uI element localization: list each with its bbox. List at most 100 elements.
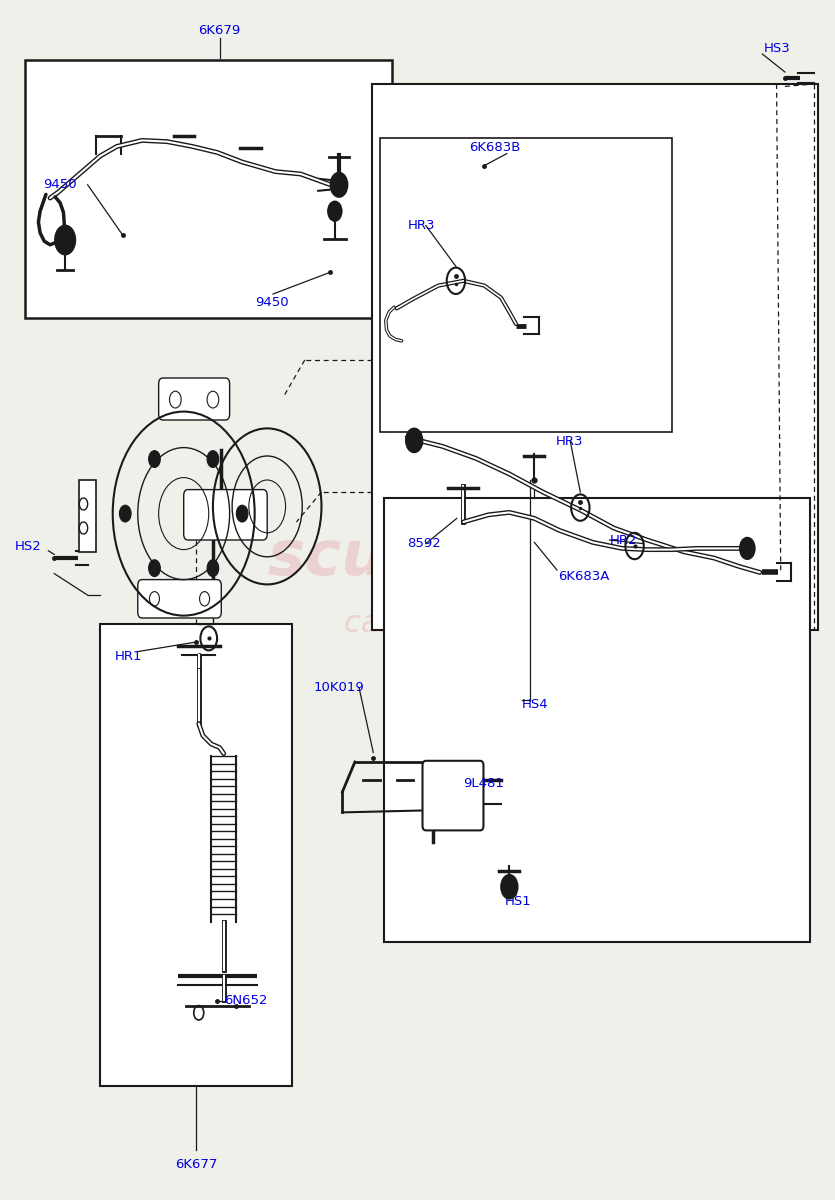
Bar bbox=[488, 706, 504, 726]
Circle shape bbox=[207, 559, 219, 576]
Bar bbox=[639, 589, 654, 608]
Text: 9450: 9450 bbox=[43, 179, 77, 191]
FancyBboxPatch shape bbox=[423, 761, 483, 830]
Circle shape bbox=[207, 451, 219, 468]
Bar bbox=[654, 608, 669, 629]
Text: scuderia: scuderia bbox=[267, 528, 568, 588]
Bar bbox=[519, 551, 534, 570]
Bar bbox=[549, 667, 564, 686]
Bar bbox=[654, 648, 669, 667]
Bar bbox=[534, 726, 549, 745]
Bar bbox=[624, 726, 639, 745]
Bar bbox=[624, 686, 639, 706]
Bar bbox=[488, 589, 504, 608]
Bar bbox=[549, 551, 564, 570]
Bar bbox=[609, 706, 624, 726]
Bar bbox=[504, 608, 519, 629]
Text: 9L481: 9L481 bbox=[463, 778, 504, 790]
Bar bbox=[609, 667, 624, 686]
Text: 10K019: 10K019 bbox=[313, 682, 364, 694]
Text: HR2: HR2 bbox=[610, 534, 637, 546]
Bar bbox=[519, 706, 534, 726]
Bar bbox=[564, 648, 579, 667]
Bar bbox=[639, 629, 654, 648]
Bar bbox=[624, 648, 639, 667]
Bar bbox=[624, 570, 639, 589]
Bar bbox=[25, 60, 392, 318]
Bar bbox=[504, 686, 519, 706]
Text: HR3: HR3 bbox=[555, 436, 583, 448]
Bar bbox=[488, 667, 504, 686]
Bar bbox=[564, 726, 579, 745]
Circle shape bbox=[149, 559, 160, 576]
Bar bbox=[519, 667, 534, 686]
Circle shape bbox=[149, 451, 160, 468]
Bar bbox=[564, 608, 579, 629]
Circle shape bbox=[501, 875, 518, 899]
Bar bbox=[654, 686, 669, 706]
Bar bbox=[534, 648, 549, 667]
Bar bbox=[534, 686, 549, 706]
Bar bbox=[549, 706, 564, 726]
Text: 6K679: 6K679 bbox=[199, 24, 240, 36]
Bar bbox=[654, 570, 669, 589]
Bar bbox=[594, 648, 609, 667]
Bar bbox=[579, 667, 594, 686]
Bar bbox=[594, 570, 609, 589]
Bar bbox=[380, 138, 672, 432]
Text: 6K683A: 6K683A bbox=[558, 570, 610, 582]
Circle shape bbox=[328, 202, 342, 221]
FancyBboxPatch shape bbox=[159, 378, 230, 420]
Text: car  parts: car parts bbox=[345, 610, 490, 638]
Text: 6K683B: 6K683B bbox=[469, 142, 521, 154]
Text: HR3: HR3 bbox=[407, 220, 435, 232]
Bar bbox=[504, 648, 519, 667]
Text: 6N652: 6N652 bbox=[224, 995, 267, 1007]
Circle shape bbox=[331, 173, 347, 197]
Bar bbox=[579, 551, 594, 570]
Bar bbox=[100, 624, 292, 1086]
Bar bbox=[488, 551, 504, 570]
Bar bbox=[654, 726, 669, 745]
Bar bbox=[579, 706, 594, 726]
Bar bbox=[549, 589, 564, 608]
Text: HS4: HS4 bbox=[522, 698, 549, 710]
Bar bbox=[594, 726, 609, 745]
Bar bbox=[639, 551, 654, 570]
Bar bbox=[579, 589, 594, 608]
Circle shape bbox=[119, 505, 131, 522]
Bar bbox=[488, 629, 504, 648]
Circle shape bbox=[740, 538, 755, 559]
Bar bbox=[519, 589, 534, 608]
Bar bbox=[609, 629, 624, 648]
Bar bbox=[534, 570, 549, 589]
Text: 8592: 8592 bbox=[407, 538, 440, 550]
Bar bbox=[564, 570, 579, 589]
Bar bbox=[549, 629, 564, 648]
Bar bbox=[594, 608, 609, 629]
Bar bbox=[564, 686, 579, 706]
Circle shape bbox=[236, 505, 248, 522]
Circle shape bbox=[55, 226, 75, 254]
Polygon shape bbox=[79, 480, 96, 552]
Bar bbox=[372, 84, 818, 630]
Bar bbox=[624, 608, 639, 629]
FancyBboxPatch shape bbox=[184, 490, 267, 540]
Text: HS2: HS2 bbox=[15, 540, 42, 552]
FancyBboxPatch shape bbox=[138, 580, 221, 618]
Bar bbox=[519, 629, 534, 648]
Text: HS1: HS1 bbox=[505, 895, 532, 907]
Bar bbox=[594, 686, 609, 706]
Text: 6K677: 6K677 bbox=[175, 1158, 217, 1170]
Bar bbox=[609, 589, 624, 608]
Bar bbox=[504, 726, 519, 745]
Bar bbox=[639, 667, 654, 686]
Text: HR1: HR1 bbox=[114, 650, 142, 662]
Bar bbox=[639, 706, 654, 726]
Circle shape bbox=[59, 232, 71, 248]
Bar bbox=[384, 498, 810, 942]
Text: HS3: HS3 bbox=[764, 42, 791, 54]
Bar bbox=[609, 551, 624, 570]
Bar bbox=[534, 608, 549, 629]
Circle shape bbox=[406, 428, 423, 452]
